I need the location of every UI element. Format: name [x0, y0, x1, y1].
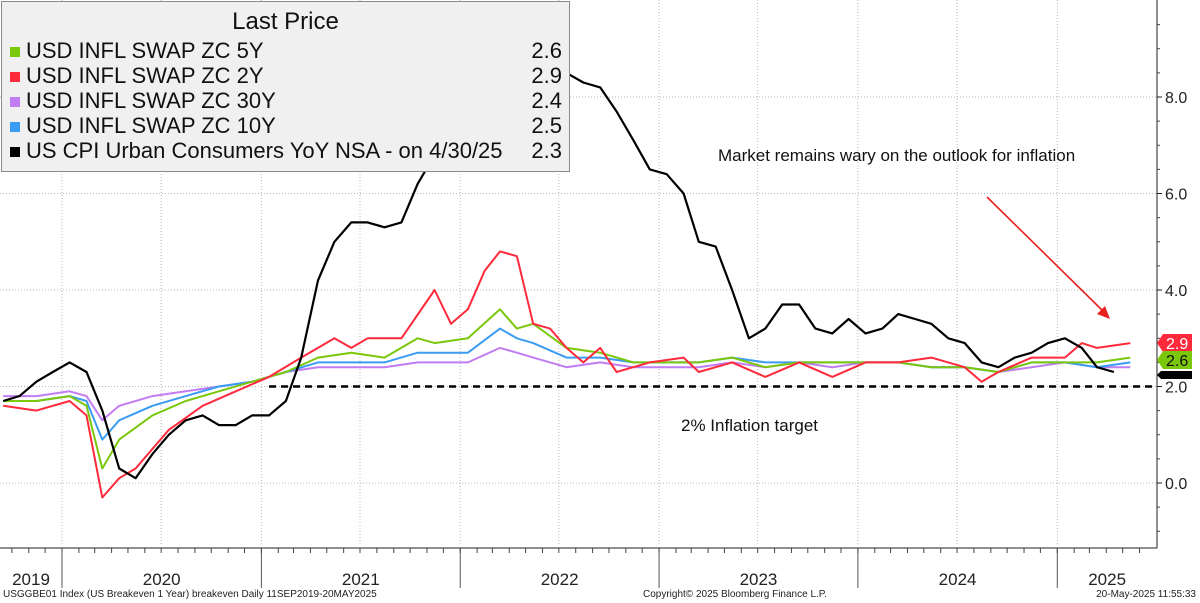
legend-label: USD INFL SWAP ZC 2Y — [26, 63, 264, 88]
y-tick-label: 8.0 — [1165, 90, 1187, 107]
footer-timestamp: 20-May-2025 11:55:33 — [1096, 589, 1196, 600]
x-tick-label: 2023 — [740, 570, 778, 589]
annotation-arrow-shaft — [986, 196, 1105, 313]
annotation-arrow-head — [1097, 306, 1110, 319]
x-tick-label: 2022 — [541, 570, 579, 589]
x-tick-label: 2020 — [143, 570, 181, 589]
legend-entry-2y: USD INFL SWAP ZC 2Y 2.9 — [10, 63, 562, 89]
footer-copyright: Copyright© 2025 Bloomberg Finance L.P. — [643, 589, 827, 600]
last-value-tag-label: 2.6 — [1166, 353, 1188, 370]
reference-line-label: 2% Inflation target — [681, 416, 819, 435]
last-value-tags: 2.92.6 — [1157, 334, 1192, 379]
legend-value: 2.3 — [531, 138, 562, 163]
legend-label: US CPI Urban Consumers YoY NSA - on 4/30… — [26, 138, 503, 163]
x-tick-label: 2019 — [12, 570, 50, 589]
y-tick-label: 4.0 — [1165, 283, 1187, 300]
y-tick-label: 6.0 — [1165, 187, 1187, 204]
legend-value: 2.5 — [531, 113, 562, 138]
x-tick-label: 2025 — [1088, 570, 1126, 589]
legend-swatch-5y — [10, 47, 20, 57]
series-line-usd-infl-swap-zc-10y — [3, 327, 1131, 441]
last-value-tag — [1157, 334, 1192, 352]
legend-swatch-10y — [10, 122, 20, 132]
legend-label: USD INFL SWAP ZC 30Y — [26, 88, 276, 113]
legend-entry-5y: USD INFL SWAP ZC 5Y 2.6 — [10, 38, 562, 64]
legend-swatch-30y — [10, 97, 20, 107]
legend-value: 2.9 — [531, 63, 562, 88]
series-line-usd-infl-swap-zc-30y — [3, 346, 1131, 422]
last-value-tag-cpi — [1157, 371, 1192, 379]
legend-entry-10y: USD INFL SWAP ZC 10Y 2.5 — [10, 113, 562, 139]
last-value-tag — [1157, 351, 1192, 369]
annotation-arrow — [986, 196, 1110, 319]
legend-entry-30y: USD INFL SWAP ZC 30Y 2.4 — [10, 88, 562, 114]
legend-entry-cpi: US CPI Urban Consumers YoY NSA - on 4/30… — [10, 138, 562, 164]
legend: Last Price USD INFL SWAP ZC 5Y 2.6 USD I… — [1, 1, 570, 172]
series-line-usd-infl-swap-zc-5y — [3, 308, 1131, 470]
x-tick-label: 2021 — [342, 570, 380, 589]
legend-label: USD INFL SWAP ZC 10Y — [26, 113, 276, 138]
legend-label: USD INFL SWAP ZC 5Y — [26, 38, 264, 63]
annotation-text: Market remains wary on the outlook for i… — [718, 146, 1076, 165]
y-tick-label: 2.0 — [1165, 380, 1187, 397]
legend-title: Last Price — [232, 8, 339, 35]
legend-value: 2.4 — [531, 88, 562, 113]
y-tick-label: 0.0 — [1165, 476, 1187, 493]
legend-value: 2.6 — [531, 38, 562, 63]
legend-swatch-cpi — [10, 147, 20, 157]
footer-source: USGGBE01 Index (US Breakeven 1 Year) bre… — [3, 589, 377, 600]
series-line-usd-infl-swap-zc-2y — [3, 250, 1131, 499]
last-value-tag-label: 2.9 — [1166, 336, 1188, 353]
x-tick-label: 2024 — [939, 570, 977, 589]
legend-swatch-2y — [10, 72, 20, 82]
